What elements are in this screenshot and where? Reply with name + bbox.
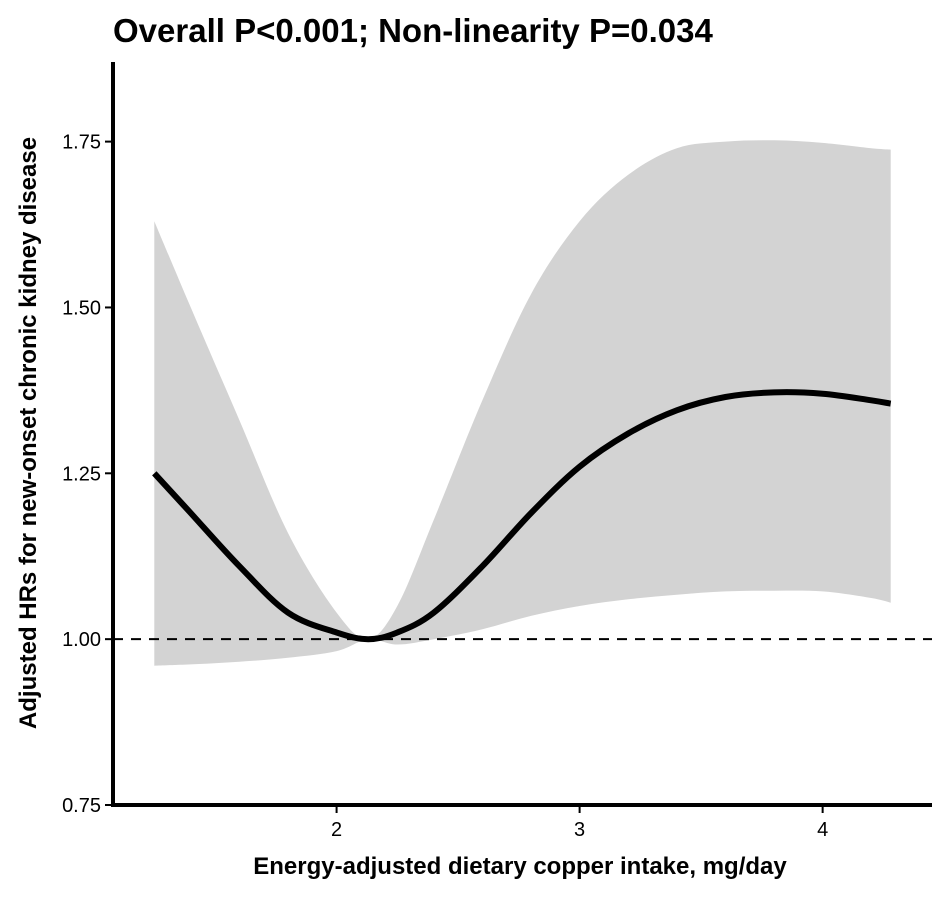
y-axis-ticks: 0.75 1.00 1.25 1.50 1.75 (62, 132, 113, 817)
x-tick-label: 2 (331, 819, 342, 841)
y-tick-label: 1.75 (62, 132, 101, 154)
y-axis-label: Adjusted HRs for new-onset chronic kidne… (15, 137, 42, 729)
x-tick-label: 3 (574, 819, 585, 841)
y-tick-label: 1.00 (62, 629, 101, 651)
x-axis-ticks: 2 3 4 (331, 805, 828, 841)
x-tick-label: 4 (817, 819, 828, 841)
y-tick-label: 1.50 (62, 297, 101, 319)
y-tick-label: 1.25 (62, 463, 101, 485)
plot-area (113, 140, 932, 666)
confidence-interval-ribbon (154, 140, 891, 666)
chart-title: Overall P<0.001; Non-linearity P=0.034 (113, 12, 713, 49)
x-axis-label: Energy-adjusted dietary copper intake, m… (253, 853, 787, 880)
y-tick-label: 0.75 (62, 795, 101, 817)
hazard-ratio-curve (152, 389, 892, 643)
